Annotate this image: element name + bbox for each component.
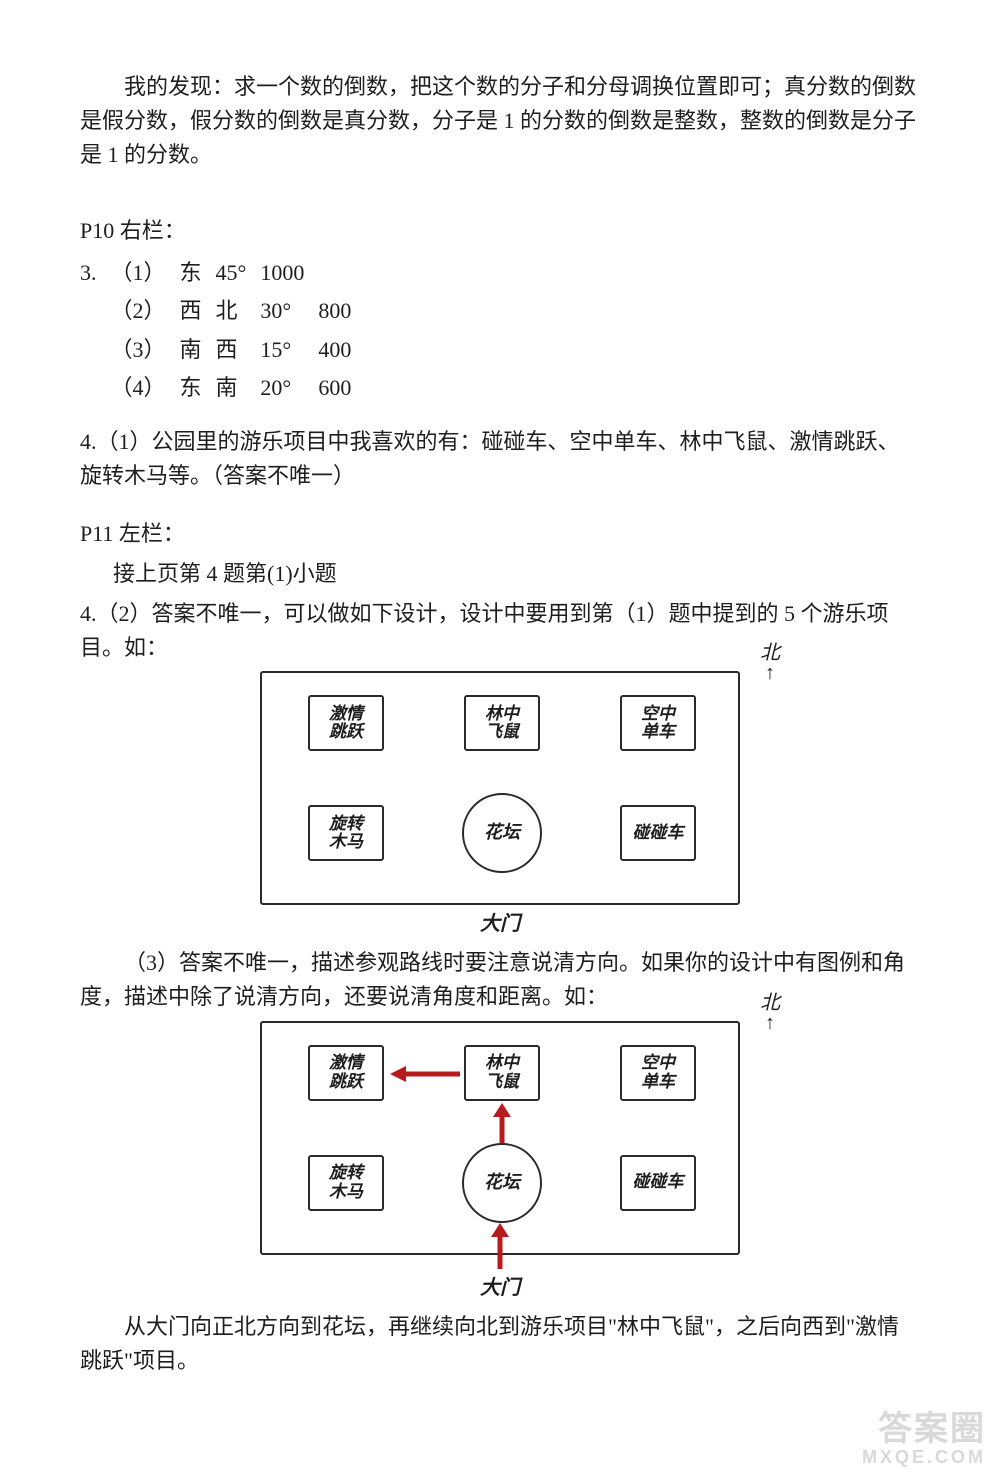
park-diagram-2: 北 ↑ 激情跳跃 林中飞鼠 空中单车 旋转木马 花坛 碰碰车 xyxy=(260,1021,740,1304)
ride-box-xuanzhuan: 旋转木马 xyxy=(308,1155,384,1211)
q3-lead: 3. xyxy=(80,254,111,292)
ride-box-pengpeng: 碰碰车 xyxy=(620,805,696,861)
table-row: （2） 西 北 30° 800 xyxy=(80,292,365,330)
p11-heading: P11 左栏： xyxy=(80,517,920,551)
ride-box-linzhong: 林中飞鼠 xyxy=(464,695,540,751)
north-label: 北 xyxy=(760,992,780,1014)
q4-2-paragraph: 4.（2）答案不唯一，可以做如下设计，设计中要用到第（1）题中提到的 5 个游乐… xyxy=(80,597,920,665)
park-boundary: 激情跳跃 林中飞鼠 空中单车 旋转木马 花坛 碰碰车 xyxy=(260,671,740,905)
q4-3-paragraph: （3）答案不唯一，描述参观路线时要注意说清方向。如果你的设计中有图例和角度，描述… xyxy=(80,946,920,1014)
ride-box-kongzhong: 空中单车 xyxy=(620,1045,696,1101)
park-diagram-1: 北 ↑ 激情跳跃 林中飞鼠 空中单车 旋转木马 花坛 碰碰车 大门 xyxy=(260,671,740,940)
compass-icon: 北 ↑ xyxy=(760,643,780,683)
table-row: （3） 南 西 15° 400 xyxy=(80,331,365,369)
flowerbed-circle: 花坛 xyxy=(462,1143,542,1223)
p11-cont: 接上页第 4 题第(1)小题 xyxy=(80,557,920,591)
page: 我的发现：求一个数的倒数，把这个数的分子和分母调换位置即可；真分数的倒数是假分数… xyxy=(0,0,1000,1477)
ride-box-pengpeng: 碰碰车 xyxy=(620,1155,696,1211)
gate-label: 大门 xyxy=(260,909,740,940)
north-label: 北 xyxy=(760,642,780,664)
park-boundary: 激情跳跃 林中飞鼠 空中单车 旋转木马 花坛 碰碰车 xyxy=(260,1021,740,1255)
watermark: 答案圈 MXQE.COM xyxy=(862,1412,986,1467)
discovery-paragraph: 我的发现：求一个数的倒数，把这个数的分子和分母调换位置即可；真分数的倒数是假分数… xyxy=(80,70,920,172)
watermark-line1: 答案圈 xyxy=(862,1412,986,1448)
closing-paragraph: 从大门向正北方向到花坛，再继续向北到游乐项目"林中飞鼠"，之后向西到"激情跳跃"… xyxy=(80,1310,920,1378)
table-row: （4） 东 南 20° 600 xyxy=(80,369,365,407)
ride-box-jiqing: 激情跳跃 xyxy=(308,695,384,751)
ride-box-kongzhong: 空中单车 xyxy=(620,695,696,751)
arrow-up-icon: ↑ xyxy=(760,663,780,683)
route-arrow-icon xyxy=(488,1223,512,1269)
ride-box-jiqing: 激情跳跃 xyxy=(308,1045,384,1101)
flowerbed-circle: 花坛 xyxy=(462,793,542,873)
q4-1-paragraph: 4.（1）公园里的游乐项目中我喜欢的有：碰碰车、空中单车、林中飞鼠、激情跳跃、旋… xyxy=(80,425,920,493)
compass-icon: 北 ↑ xyxy=(760,993,780,1033)
route-arrow-icon xyxy=(390,1063,460,1085)
p10-heading: P10 右栏： xyxy=(80,214,920,248)
ride-box-linzhong: 林中飞鼠 xyxy=(464,1045,540,1101)
table-row: 3. （1） 东 45° 1000 xyxy=(80,254,365,292)
ride-box-xuanzhuan: 旋转木马 xyxy=(308,805,384,861)
arrow-up-icon: ↑ xyxy=(760,1013,780,1033)
gate-label: 大门 xyxy=(260,1273,740,1304)
route-arrow-icon xyxy=(490,1103,514,1143)
watermark-line2: MXQE.COM xyxy=(862,1448,986,1467)
q3-table: 3. （1） 东 45° 1000 （2） 西 北 30° 800 （3） 南 … xyxy=(80,254,365,406)
